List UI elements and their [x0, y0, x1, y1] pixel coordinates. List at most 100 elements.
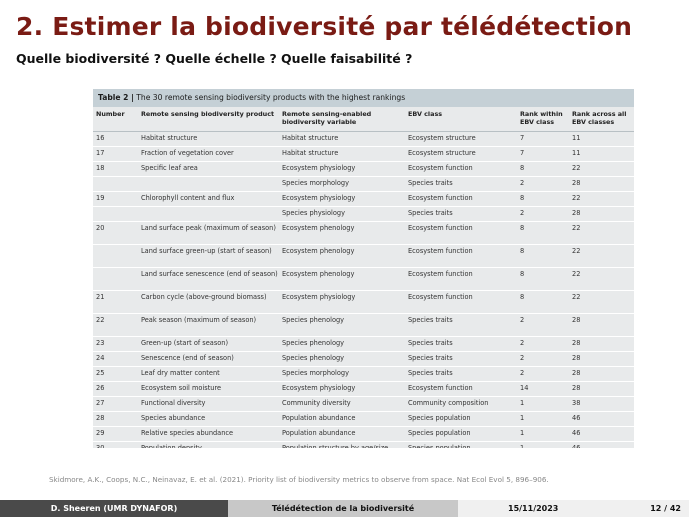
table-row: 21 Carbon cycle (above-ground biomass) Eco…	[93, 291, 634, 314]
table-cell: 46	[572, 444, 581, 448]
table-cell: Land surface peak (maximum of season)	[141, 224, 276, 232]
table-row: 19 Chlorophyll content and flux Ecosystem …	[93, 192, 634, 207]
table-cell: Species population	[408, 414, 471, 422]
table-cell: 14	[520, 384, 529, 392]
table-row: 16 Habitat structure Habitat structure Ecos…	[93, 132, 634, 147]
column-header: EBV class	[408, 110, 443, 118]
table-row: 22 Peak season (maximum of season) Species…	[93, 314, 634, 337]
table-cell: 28	[572, 179, 581, 187]
table-cell: Species abundance	[141, 414, 206, 422]
table-cell: Functional diversity	[141, 399, 206, 407]
table-row: Land surface green-up (start of season) E…	[93, 245, 634, 268]
slide-subtitle: Quelle biodiversité ? Quelle échelle ? Q…	[16, 51, 413, 66]
page-number: 12 / 42	[650, 504, 681, 513]
table-cell: Ecosystem function	[408, 247, 473, 255]
table-cell: 22	[572, 224, 581, 232]
column-header: Rank within EBV class	[520, 110, 563, 126]
table-cell: 18	[96, 164, 105, 172]
table-cell: Species physiology	[282, 209, 345, 217]
table-cell: 46	[572, 429, 581, 437]
table-cell: Land surface green-up (start of season)	[141, 247, 272, 255]
table-cell: Ecosystem function	[408, 224, 473, 232]
table-cell: 29	[96, 429, 105, 437]
column-header: Remote sensing biodiversity product	[141, 110, 275, 118]
table-cell: Population abundance	[282, 429, 356, 437]
table-cell: Species traits	[408, 339, 453, 347]
table-row: Land surface senescence (end of season) E…	[93, 268, 634, 291]
table-cell: 8	[520, 247, 525, 255]
table-caption-text: The 30 remote sensing biodiversity produ…	[133, 93, 406, 102]
table-cell: 27	[96, 399, 105, 407]
table-cell: 17	[96, 149, 105, 157]
table-row: 30 Population density Population structure…	[93, 442, 634, 448]
table-row: 25 Leaf dry matter content Species morphol…	[93, 367, 634, 382]
footer-date: 15/11/2023	[508, 504, 559, 513]
column-header: Remote sensing-enabled biodiversity vari…	[282, 110, 372, 126]
table-cell: Species morphology	[282, 369, 349, 377]
table-cell: Green-up (start of season)	[141, 339, 229, 347]
table-cell: 22	[572, 293, 581, 301]
table-cell: 28	[96, 414, 105, 422]
table-row: 26 Ecosystem soil moisture Ecosystem physi…	[93, 382, 634, 397]
table-cell: Fraction of vegetation cover	[141, 149, 234, 157]
table-cell: Ecosystem physiology	[282, 194, 356, 202]
table-cell: 1	[520, 429, 525, 437]
table-cell: Species population	[408, 429, 471, 437]
table-cell: Ecosystem function	[408, 194, 473, 202]
table-cell	[93, 207, 138, 221]
table-cell: Species phenology	[282, 354, 345, 362]
table-cell: Species traits	[408, 209, 453, 217]
citation: Skidmore, A.K., Coops, N.C., Neinavaz, E…	[49, 475, 549, 484]
table-row: Species morphology Species traits 2 28	[93, 177, 634, 192]
table-cell: Carbon cycle (above-ground biomass)	[141, 293, 267, 301]
table-cell: 23	[96, 339, 105, 347]
table-cell: 28	[572, 354, 581, 362]
table-cell: Ecosystem physiology	[282, 384, 356, 392]
table-cell: Community composition	[408, 399, 489, 407]
table-cell: Ecosystem soil moisture	[141, 384, 222, 392]
table-cell: Ecosystem function	[408, 270, 473, 278]
table-cell	[138, 177, 279, 191]
table-cell: 2	[520, 339, 525, 347]
table-cell: 22	[96, 316, 105, 324]
column-header: Number	[96, 110, 125, 118]
table-cell: 2	[520, 209, 525, 217]
table-cell: Ecosystem physiology	[282, 293, 356, 301]
table-cell: 28	[572, 339, 581, 347]
table-cell	[93, 177, 138, 191]
table-cell: 28	[572, 316, 581, 324]
table-cell: 25	[96, 369, 105, 377]
table-cell: Ecosystem structure	[408, 134, 476, 142]
table-cell: Population structure by age/size class	[282, 444, 389, 448]
table-cell: 1	[520, 414, 525, 422]
table-cell: Habitat structure	[141, 134, 198, 142]
table-cell: 8	[520, 194, 525, 202]
table-cell: Senescence (end of season)	[141, 354, 234, 362]
table-cell: Species phenology	[282, 339, 345, 347]
table-cell: Leaf dry matter content	[141, 369, 220, 377]
table-row: 23 Green-up (start of season) Species phen…	[93, 337, 634, 352]
table-row: 29 Relative species abundance Population a…	[93, 427, 634, 442]
table-cell: Peak season (maximum of season)	[141, 316, 257, 324]
table-cell: 2	[520, 179, 525, 187]
table-cell: Habitat structure	[282, 149, 339, 157]
table-row: 27 Functional diversity Community diversit…	[93, 397, 634, 412]
table-cell: 26	[96, 384, 105, 392]
table-caption: Table 2 | The 30 remote sensing biodiver…	[93, 89, 634, 107]
table-cell: 20	[96, 224, 105, 232]
table-row: 28 Species abundance Population abundance S…	[93, 412, 634, 427]
table-cell: Species population	[408, 444, 471, 448]
table-cell: Species traits	[408, 369, 453, 377]
table-cell: Ecosystem function	[408, 164, 473, 172]
biodiversity-products-table: Table 2 | The 30 remote sensing biodiver…	[93, 89, 634, 448]
table-cell: Ecosystem phenology	[282, 224, 355, 232]
table-row: Species physiology Species traits 2 28	[93, 207, 634, 222]
table-cell: 46	[572, 414, 581, 422]
table-cell: 38	[572, 399, 581, 407]
table-cell: 11	[572, 149, 581, 157]
table-cell	[138, 207, 279, 221]
slide-title: 2. Estimer la biodiversité par télédétec…	[16, 12, 633, 41]
table-cell: Species traits	[408, 354, 453, 362]
table-cell: 2	[520, 369, 525, 377]
table-cell: 8	[520, 224, 525, 232]
